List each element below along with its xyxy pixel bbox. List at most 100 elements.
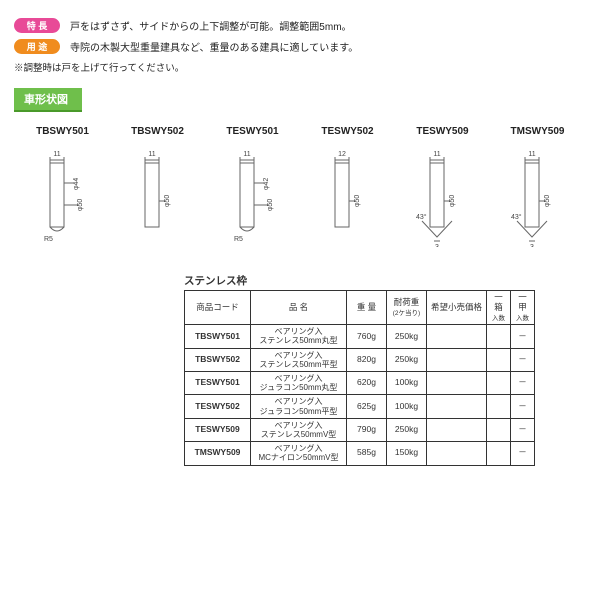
th-weight: 重 量 xyxy=(347,291,387,325)
svg-text:φ50: φ50 xyxy=(267,199,274,211)
svg-text:11: 11 xyxy=(433,151,440,158)
cell-weight: 585g xyxy=(347,442,387,465)
diagram-row: TBSWY501 11 R5 φ44 φ50 TBSWY502 11 φ50 TESWY501 1… xyxy=(14,116,586,267)
th-box: 一箱入数 xyxy=(487,291,511,325)
note-text: ※調整時は戸を上げて行ってください。 xyxy=(14,60,586,74)
diagram-svg: 11 φ50 xyxy=(115,147,201,247)
cell-case: － xyxy=(511,372,535,395)
table-row: TMSWY509 ベアリング入MCナイロン50mmV型 585g 150kg － xyxy=(185,442,535,465)
cell-weight: 625g xyxy=(347,395,387,418)
cell-code: TMSWY509 xyxy=(185,442,251,465)
cell-code: TESWY502 xyxy=(185,395,251,418)
cell-box xyxy=(487,442,511,465)
th-load: 耐荷重(2ケ当り) xyxy=(387,291,427,325)
svg-text:φ44: φ44 xyxy=(73,178,80,190)
cell-box xyxy=(487,395,511,418)
cell-name: ベアリング入ジュラコン50mm平型 xyxy=(251,395,347,418)
table-row: TESWY509 ベアリング入ステンレス50mmV型 790g 250kg － xyxy=(185,418,535,441)
cell-name: ベアリング入MCナイロン50mmV型 xyxy=(251,442,347,465)
diagram-TESWY502: TESWY502 12 φ50 xyxy=(303,126,392,247)
feature-row-1: 特 長 戸をはずさず、サイドからの上下調整が可能。調整範囲5mm。 xyxy=(14,18,586,33)
diagram-TESWY509: TESWY509 11 43° 3 φ50 xyxy=(398,126,487,247)
cell-weight: 620g xyxy=(347,372,387,395)
svg-text:φ50: φ50 xyxy=(544,195,551,207)
cell-price xyxy=(427,372,487,395)
cell-case: － xyxy=(511,325,535,348)
svg-text:43°: 43° xyxy=(511,213,522,221)
cell-load: 100kg xyxy=(387,395,427,418)
diagram-svg: 11 43° 3 φ50 xyxy=(495,147,581,247)
cell-box xyxy=(487,325,511,348)
svg-text:φ50: φ50 xyxy=(164,195,171,207)
diagram-label: TESWY509 xyxy=(398,126,487,137)
spec-table: 商品コード 品 名 重 量 耐荷重(2ケ当り) 希望小売価格 一箱入数 一甲入数… xyxy=(184,290,535,466)
svg-text:11: 11 xyxy=(148,151,155,158)
cell-box xyxy=(487,348,511,371)
cell-weight: 760g xyxy=(347,325,387,348)
diagram-TBSWY501: TBSWY50111R5φ44φ50 xyxy=(18,126,107,247)
diagram-label: TESWY501 xyxy=(208,126,297,137)
cell-load: 250kg xyxy=(387,325,427,348)
svg-text:11: 11 xyxy=(243,151,250,158)
cell-load: 250kg xyxy=(387,348,427,371)
cell-price xyxy=(427,418,487,441)
use-pill: 用 途 xyxy=(14,39,60,54)
cell-code: TBSWY502 xyxy=(185,348,251,371)
cell-case: － xyxy=(511,395,535,418)
cell-name: ベアリング入ステンレス50mm丸型 xyxy=(251,325,347,348)
spec-table-wrap: ステンレス枠 商品コード 品 名 重 量 耐荷重(2ケ当り) 希望小売価格 一箱… xyxy=(184,273,586,466)
section-tab: 車形状図 xyxy=(14,88,82,112)
cell-code: TBSWY501 xyxy=(185,325,251,348)
svg-text:φ50: φ50 xyxy=(77,199,84,211)
cell-price xyxy=(427,325,487,348)
cell-name: ベアリング入ステンレス50mm平型 xyxy=(251,348,347,371)
th-name: 品 名 xyxy=(251,291,347,325)
diagram-svg: 12 φ50 xyxy=(305,147,391,247)
diagram-label: TBSWY502 xyxy=(113,126,202,137)
diagram-svg: 11R5φ44φ50 xyxy=(20,147,106,247)
cell-name: ベアリング入ステンレス50mmV型 xyxy=(251,418,347,441)
svg-text:43°: 43° xyxy=(416,213,427,221)
table-row: TBSWY502 ベアリング入ステンレス50mm平型 820g 250kg － xyxy=(185,348,535,371)
table-row: TESWY502 ベアリング入ジュラコン50mm平型 625g 100kg － xyxy=(185,395,535,418)
use-text: 寺院の木製大型重量建具など、重量のある建具に適しています。 xyxy=(70,39,358,54)
cell-price xyxy=(427,442,487,465)
svg-text:φ50: φ50 xyxy=(449,195,456,207)
cell-case: － xyxy=(511,348,535,371)
table-title: ステンレス枠 xyxy=(184,273,586,288)
cell-weight: 790g xyxy=(347,418,387,441)
cell-load: 250kg xyxy=(387,418,427,441)
cell-case: － xyxy=(511,418,535,441)
feature-pill: 特 長 xyxy=(14,18,60,33)
diagram-TESWY501: TESWY50111R5φ42φ50 xyxy=(208,126,297,247)
th-case: 一甲入数 xyxy=(511,291,535,325)
diagram-svg: 11R5φ42φ50 xyxy=(210,147,296,247)
cell-price xyxy=(427,395,487,418)
svg-text:3: 3 xyxy=(530,244,534,247)
svg-text:12: 12 xyxy=(338,151,346,158)
table-row: TBSWY501 ベアリング入ステンレス50mm丸型 760g 250kg － xyxy=(185,325,535,348)
cell-load: 100kg xyxy=(387,372,427,395)
diagram-label: TBSWY501 xyxy=(18,126,107,137)
th-price: 希望小売価格 xyxy=(427,291,487,325)
diagram-label: TMSWY509 xyxy=(493,126,582,137)
cell-price xyxy=(427,348,487,371)
svg-text:R5: R5 xyxy=(44,236,53,243)
cell-code: TESWY501 xyxy=(185,372,251,395)
th-code: 商品コード xyxy=(185,291,251,325)
diagram-svg: 11 43° 3 φ50 xyxy=(400,147,486,247)
cell-box xyxy=(487,418,511,441)
svg-text:11: 11 xyxy=(528,151,535,158)
cell-load: 150kg xyxy=(387,442,427,465)
svg-text:R5: R5 xyxy=(234,236,243,243)
cell-box xyxy=(487,372,511,395)
diagram-TBSWY502: TBSWY502 11 φ50 xyxy=(113,126,202,247)
diagram-TMSWY509: TMSWY509 11 43° 3 φ50 xyxy=(493,126,582,247)
diagram-label: TESWY502 xyxy=(303,126,392,137)
cell-case: － xyxy=(511,442,535,465)
svg-text:φ50: φ50 xyxy=(354,195,361,207)
feature-text: 戸をはずさず、サイドからの上下調整が可能。調整範囲5mm。 xyxy=(70,18,352,33)
svg-text:3: 3 xyxy=(435,244,439,247)
cell-code: TESWY509 xyxy=(185,418,251,441)
table-row: TESWY501 ベアリング入ジュラコン50mm丸型 620g 100kg － xyxy=(185,372,535,395)
